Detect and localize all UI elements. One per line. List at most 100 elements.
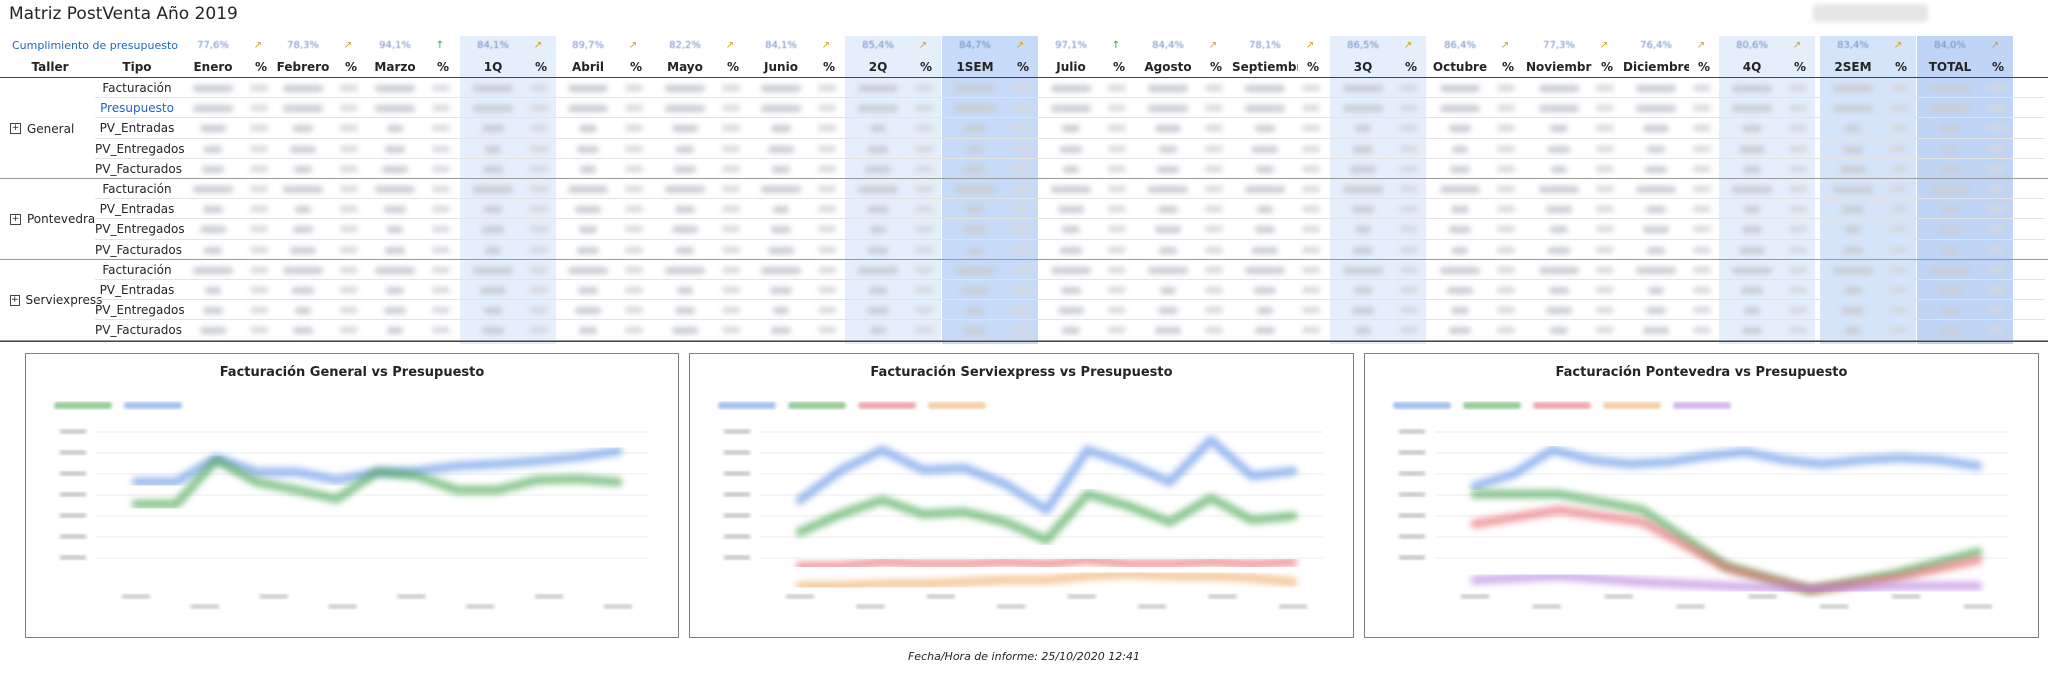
row-type-label[interactable]: PV_Facturados	[95, 323, 183, 338]
row-type-label[interactable]: Facturación	[102, 262, 172, 277]
blurred-percent	[1400, 85, 1418, 91]
column-header-pct[interactable]: %	[1501, 60, 1515, 74]
series-line[interactable]	[1470, 505, 1983, 595]
row-type-label[interactable]: PV_Entregados	[95, 303, 185, 318]
chart-panel-serviexpress[interactable]: Facturación Serviexpress vs Presupuesto	[689, 353, 1354, 638]
row-divider	[95, 299, 2045, 301]
legend-item[interactable]	[928, 402, 986, 409]
chart-panel-general[interactable]: Facturación General vs Presupuesto	[25, 353, 679, 638]
column-header[interactable]: Abril	[571, 60, 605, 74]
column-header-pct[interactable]: %	[1793, 60, 1807, 74]
taller-group[interactable]: + Serviexpress	[10, 260, 102, 341]
series-line[interactable]	[795, 489, 1298, 545]
column-header-pct[interactable]: %	[1697, 60, 1711, 74]
column-header-pct[interactable]: %	[1112, 60, 1126, 74]
budget-value: 85,4%	[862, 40, 894, 51]
column-header-pct[interactable]: %	[822, 60, 836, 74]
column-header-pct[interactable]: %	[1209, 60, 1223, 74]
column-header-tipo[interactable]: Tipo	[122, 60, 152, 74]
row-type-label[interactable]: Presupuesto	[100, 101, 174, 116]
column-header-taller[interactable]: Taller	[31, 60, 69, 74]
column-header-pct[interactable]: %	[1600, 60, 1614, 74]
column-header[interactable]: Septiembre	[1232, 60, 1298, 74]
taller-group[interactable]: + Pontevedra	[10, 179, 100, 260]
column-header-pct[interactable]: %	[1991, 60, 2005, 74]
blurred-percent	[1400, 125, 1418, 132]
row-type-label[interactable]: PV_Entregados	[95, 222, 185, 237]
column-header[interactable]: Febrero	[276, 60, 330, 74]
series-line[interactable]	[795, 569, 1298, 591]
column-header[interactable]: Julio	[1056, 60, 1086, 74]
row-type-label[interactable]: Facturación	[102, 182, 172, 196]
row-type-label[interactable]: PV_Entradas	[99, 283, 175, 297]
row-type-label[interactable]: PV_Facturados	[95, 161, 183, 176]
line-chart[interactable]	[26, 354, 678, 637]
blurred-percent	[1596, 186, 1614, 192]
series-line[interactable]	[795, 555, 1298, 571]
blurred-percent	[1302, 287, 1320, 293]
column-header[interactable]: 2Q	[868, 60, 888, 74]
column-header-pct[interactable]: %	[726, 60, 740, 74]
row-type-label[interactable]: PV_Facturados	[95, 242, 183, 257]
blurred-value	[1354, 287, 1372, 294]
budget-label[interactable]: Cumplimiento de presupuesto	[12, 39, 178, 52]
row-type-label[interactable]: PV_Entradas	[99, 202, 175, 217]
legend-item[interactable]	[1673, 402, 1731, 409]
column-header-pct[interactable]: %	[629, 60, 643, 74]
column-header[interactable]: Diciembre	[1623, 60, 1689, 74]
legend-item[interactable]	[1533, 402, 1591, 409]
series-line[interactable]	[1470, 445, 1983, 491]
column-header-pct[interactable]: %	[344, 60, 358, 74]
row-type-label[interactable]: PV_Entradas	[99, 121, 175, 136]
column-header-pct[interactable]: %	[1306, 60, 1320, 74]
y-tick-label	[1399, 513, 1425, 518]
column-header[interactable]: Junio	[764, 60, 798, 74]
column-header[interactable]: 1SEM	[956, 60, 994, 74]
legend-item[interactable]	[1463, 402, 1521, 409]
line-chart[interactable]	[690, 354, 1353, 637]
legend-item[interactable]	[1603, 402, 1661, 409]
column-header-pct[interactable]: %	[919, 60, 933, 74]
line-chart[interactable]	[1365, 354, 2038, 637]
column-header[interactable]: Enero	[193, 60, 233, 74]
series-line[interactable]	[131, 455, 623, 509]
blurred-percent	[1205, 246, 1223, 253]
x-tick-label	[259, 594, 288, 599]
legend-item[interactable]	[718, 402, 776, 409]
blurred-value	[772, 165, 790, 173]
column-header[interactable]: Marzo	[374, 60, 416, 74]
column-header[interactable]: 4Q	[1742, 60, 1762, 74]
expand-icon[interactable]: +	[10, 294, 20, 306]
legend-item[interactable]	[788, 402, 846, 409]
column-header-pct[interactable]: %	[1016, 60, 1030, 74]
column-header[interactable]: 3Q	[1353, 60, 1373, 74]
series-line[interactable]	[795, 435, 1298, 515]
blurred-button[interactable]	[1813, 4, 1928, 22]
series-line[interactable]	[1470, 571, 1983, 595]
column-header[interactable]: TOTAL	[1928, 60, 1972, 74]
legend-item[interactable]	[124, 402, 182, 409]
column-header[interactable]: Agosto	[1144, 60, 1192, 74]
column-header[interactable]: 2SEM	[1834, 60, 1872, 74]
chart-panel-pontevedra[interactable]: Facturación Pontevedra vs Presupuesto	[1364, 353, 2039, 638]
column-header[interactable]: 1Q	[483, 60, 503, 74]
legend-item[interactable]	[1393, 402, 1451, 409]
blurred-value	[1060, 287, 1082, 294]
expand-icon[interactable]: +	[10, 213, 21, 225]
column-header[interactable]: Mayo	[667, 60, 703, 74]
column-header-pct[interactable]: %	[1894, 60, 1908, 74]
blurred-value	[1059, 246, 1083, 254]
column-header[interactable]: Octubre	[1432, 60, 1488, 74]
legend-item[interactable]	[54, 402, 112, 409]
blurred-value	[869, 287, 887, 294]
row-type-label[interactable]: Facturación	[102, 81, 172, 95]
expand-icon[interactable]: +	[10, 123, 21, 134]
taller-group[interactable]: + General	[10, 78, 100, 179]
row-type-label[interactable]: PV_Entregados	[95, 141, 185, 156]
column-header-pct[interactable]: %	[534, 60, 548, 74]
column-header-pct[interactable]: %	[436, 60, 450, 74]
column-header-pct[interactable]: %	[254, 60, 268, 74]
column-header-pct[interactable]: %	[1404, 60, 1418, 74]
column-header[interactable]: Noviembre	[1526, 60, 1592, 74]
legend-item[interactable]	[858, 402, 916, 409]
